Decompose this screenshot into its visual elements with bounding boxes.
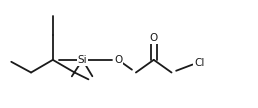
Text: O: O xyxy=(114,55,122,65)
Text: Cl: Cl xyxy=(194,58,204,68)
Text: Si: Si xyxy=(78,55,87,65)
Text: O: O xyxy=(150,33,158,43)
